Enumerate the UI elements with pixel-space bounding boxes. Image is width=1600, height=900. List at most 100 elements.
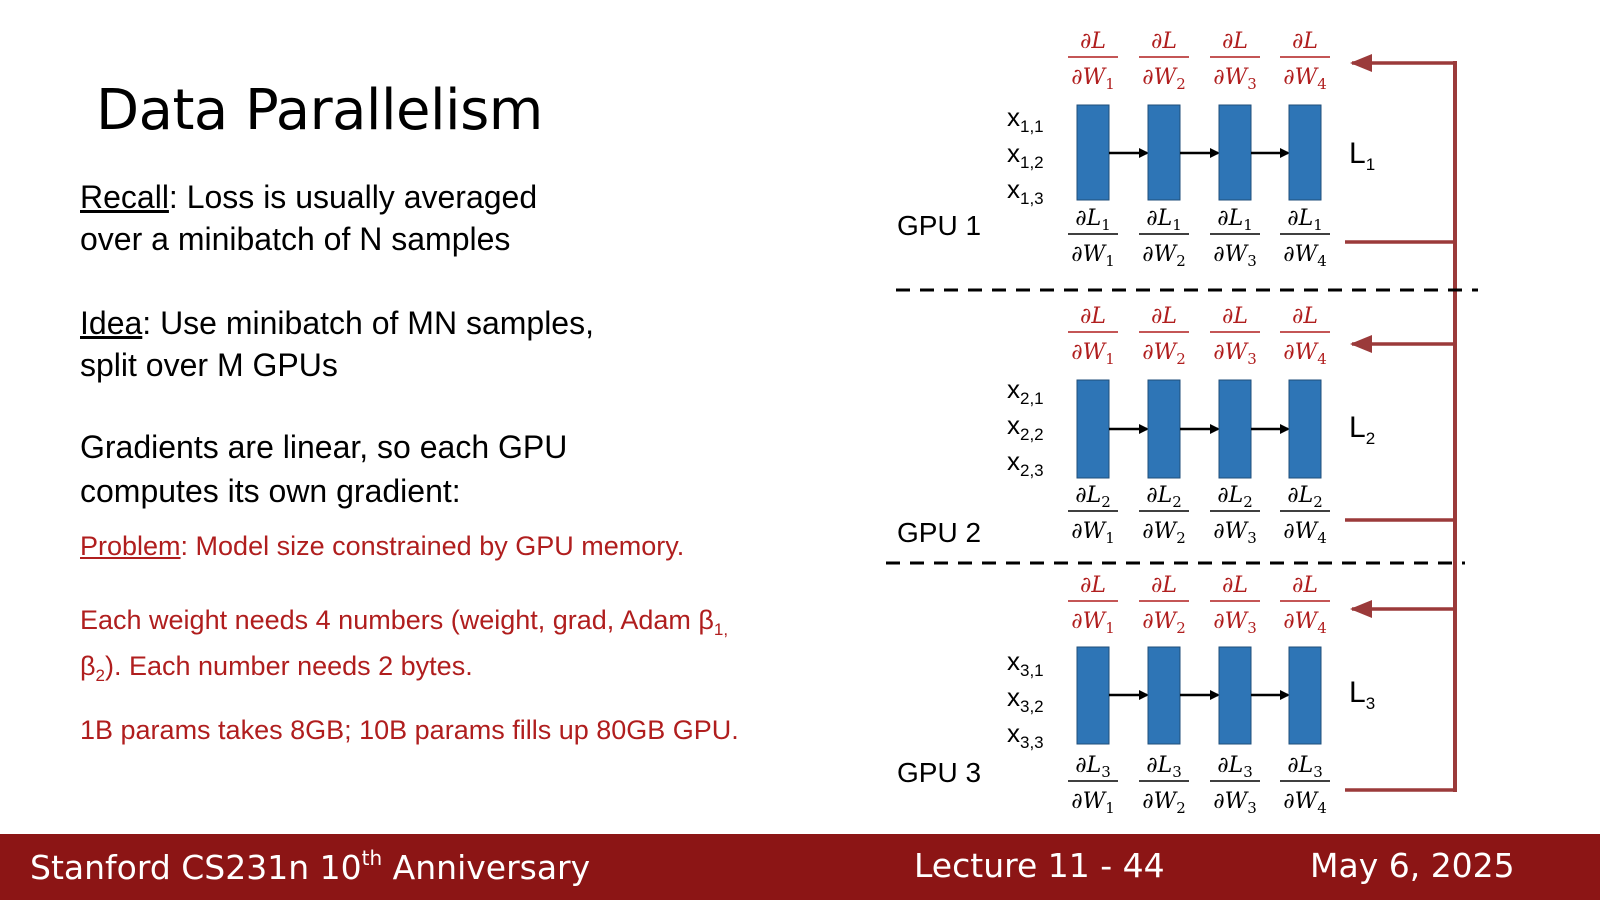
global-gradient-w1: ∂L ∂W1 xyxy=(1068,304,1118,368)
gpu-block-2: GPU 2x2,1x2,2x2,3∂L∂W1∂L2∂W1∂L∂W2∂L2∂W2∂… xyxy=(897,304,1455,548)
local-gradient-w2-denominator: ∂W2 xyxy=(1142,242,1186,270)
loss-label-3: L3 xyxy=(1349,676,1375,713)
global-gradient-w3: ∂L ∂W3 xyxy=(1210,29,1260,93)
local-gradient-w4-numerator: ∂L1 xyxy=(1287,206,1323,234)
local-gradient-w3: ∂L3∂W3 xyxy=(1210,753,1260,817)
local-gradient-w3-numerator: ∂L3 xyxy=(1217,753,1253,781)
recall-text-1: : Loss is usually averaged xyxy=(168,179,538,215)
idea-paragraph: Idea: Use minibatch of MN samples, split… xyxy=(80,302,594,386)
global-gradient-w3-numerator: ∂L xyxy=(1222,573,1248,598)
global-gradient-w4: ∂L ∂W4 xyxy=(1280,29,1330,93)
problem-line: Problem: Model size constrained by GPU m… xyxy=(80,528,684,564)
global-gradient-w3-denominator: ∂W3 xyxy=(1213,609,1257,637)
input-x-3-3: x3,3 xyxy=(1007,718,1044,752)
gradients-text-2: computes its own gradient: xyxy=(80,473,461,509)
layer-box xyxy=(1288,104,1322,201)
global-gradient-w2-denominator: ∂W2 xyxy=(1142,65,1186,93)
local-gradient-w1-denominator: ∂W1 xyxy=(1071,242,1115,270)
global-gradient-w1-denominator: ∂W1 xyxy=(1071,609,1115,637)
global-gradient-w1-denominator: ∂W1 xyxy=(1071,65,1115,93)
local-gradient-w4-denominator: ∂W4 xyxy=(1283,519,1327,547)
recall-label: Recall xyxy=(80,179,169,215)
global-gradient-w2-numerator: ∂L xyxy=(1151,29,1177,54)
weight-text-b: β xyxy=(80,651,96,681)
global-gradient-w4: ∂L ∂W4 xyxy=(1280,573,1330,637)
layer-box xyxy=(1288,379,1322,479)
global-gradient-w4-denominator: ∂W4 xyxy=(1283,609,1327,637)
input-x-1-2: x1,2 xyxy=(1007,138,1044,172)
layer-box xyxy=(1147,379,1181,479)
local-gradient-w4-numerator: ∂L2 xyxy=(1287,483,1323,511)
recall-text-2: over a minibatch of N samples xyxy=(80,221,511,257)
weight-text-a: Each weight needs 4 numbers (weight, gra… xyxy=(80,605,714,635)
layer-box xyxy=(1147,646,1181,745)
local-gradient-w1: ∂L1∂W1 xyxy=(1068,206,1118,270)
global-gradient-w1-numerator: ∂L xyxy=(1080,304,1106,329)
global-gradient-w2: ∂L ∂W2 xyxy=(1139,304,1189,368)
input-x-3-1: x3,1 xyxy=(1007,646,1044,680)
global-gradient-w4-denominator: ∂W4 xyxy=(1283,65,1327,93)
params-line: 1B params takes 8GB; 10B params fills up… xyxy=(80,715,739,745)
global-gradient-w3-denominator: ∂W3 xyxy=(1213,65,1257,93)
global-gradient-w2-denominator: ∂W2 xyxy=(1142,609,1186,637)
gpu-label: GPU 1 xyxy=(897,210,981,241)
global-gradient-w2-denominator: ∂W2 xyxy=(1142,340,1186,368)
input-x-1-3: x1,3 xyxy=(1007,174,1044,208)
local-gradient-w4: ∂L2∂W4 xyxy=(1280,483,1330,547)
layer-box xyxy=(1147,104,1181,201)
layer-box xyxy=(1288,646,1322,745)
local-gradient-w2-numerator: ∂L1 xyxy=(1146,206,1182,234)
global-gradient-w4-numerator: ∂L xyxy=(1292,573,1318,598)
weight-text-c: ). Each number needs 2 bytes. xyxy=(105,651,473,681)
local-gradient-w1-denominator: ∂W1 xyxy=(1071,789,1115,817)
input-x-3-2: x3,2 xyxy=(1007,682,1044,716)
weight-sub-1: 1, xyxy=(713,620,729,639)
local-gradient-w4-numerator: ∂L3 xyxy=(1287,753,1323,781)
weight-sub-2: 2 xyxy=(95,666,105,685)
footer-date: May 6, 2025 xyxy=(1310,846,1515,885)
global-gradient-w3-numerator: ∂L xyxy=(1222,29,1248,54)
gpu-label: GPU 3 xyxy=(897,757,981,788)
local-gradient-w4: ∂L3∂W4 xyxy=(1280,753,1330,817)
local-gradient-w3-numerator: ∂L1 xyxy=(1217,206,1253,234)
global-gradient-w4-numerator: ∂L xyxy=(1292,29,1318,54)
slide-title: Data Parallelism xyxy=(96,78,543,143)
global-gradient-w2: ∂L ∂W2 xyxy=(1139,29,1189,93)
global-gradient-w4-denominator: ∂W4 xyxy=(1283,340,1327,368)
local-gradient-w1-numerator: ∂L2 xyxy=(1075,483,1111,511)
global-gradient-w1-numerator: ∂L xyxy=(1080,29,1106,54)
gpu-label: GPU 2 xyxy=(897,517,981,548)
local-gradient-w2-denominator: ∂W2 xyxy=(1142,519,1186,547)
gpu-block-3: GPU 3x3,1x3,2x3,3∂L∂W1∂L3∂W1∂L∂W2∂L3∂W2∂… xyxy=(897,573,1455,817)
local-gradient-w3-denominator: ∂W3 xyxy=(1213,242,1257,270)
local-gradient-w1: ∂L2∂W1 xyxy=(1068,483,1118,547)
footer-lecture: Lecture 11 - 44 xyxy=(914,846,1165,885)
local-gradient-w3-numerator: ∂L2 xyxy=(1217,483,1253,511)
local-gradient-w1-numerator: ∂L1 xyxy=(1075,206,1111,234)
global-gradient-w4: ∂L ∂W4 xyxy=(1280,304,1330,368)
local-gradient-w3-denominator: ∂W3 xyxy=(1213,519,1257,547)
local-gradient-w2-numerator: ∂L2 xyxy=(1146,483,1182,511)
idea-label: Idea xyxy=(80,305,143,341)
local-gradient-w1: ∂L3∂W1 xyxy=(1068,753,1118,817)
local-gradient-w3-denominator: ∂W3 xyxy=(1213,789,1257,817)
input-x-1-1: x1,1 xyxy=(1007,102,1044,136)
problem-text: : Model size constrained by GPU memory. xyxy=(180,531,685,561)
layer-box xyxy=(1076,379,1110,479)
local-gradient-w2: ∂L1∂W2 xyxy=(1139,206,1189,270)
gradients-text-1: Gradients are linear, so each GPU xyxy=(80,429,568,465)
problem-label: Problem xyxy=(80,531,181,561)
loss-label-2: L2 xyxy=(1349,411,1375,448)
local-gradient-w2-numerator: ∂L3 xyxy=(1146,753,1182,781)
global-gradient-w1-denominator: ∂W1 xyxy=(1071,340,1115,368)
idea-text-1: : Use minibatch of MN samples, xyxy=(142,305,594,341)
layer-box xyxy=(1076,104,1110,201)
gpu-block-1: GPU 1x1,1x1,2x1,3∂L∂W1∂L1∂W1∂L∂W2∂L1∂W2∂… xyxy=(897,29,1455,270)
weight-paragraph: Each weight needs 4 numbers (weight, gra… xyxy=(80,602,728,694)
global-gradient-w3: ∂L ∂W3 xyxy=(1210,304,1260,368)
layer-box xyxy=(1218,646,1252,745)
global-gradient-w1: ∂L ∂W1 xyxy=(1068,573,1118,637)
global-gradient-w1-numerator: ∂L xyxy=(1080,573,1106,598)
data-parallel-diagram: GPU 1x1,1x1,2x1,3∂L∂W1∂L1∂W1∂L∂W2∂L1∂W2∂… xyxy=(886,29,1478,817)
footer-course: Stanford CS231n 10th Anniversary xyxy=(30,846,591,887)
